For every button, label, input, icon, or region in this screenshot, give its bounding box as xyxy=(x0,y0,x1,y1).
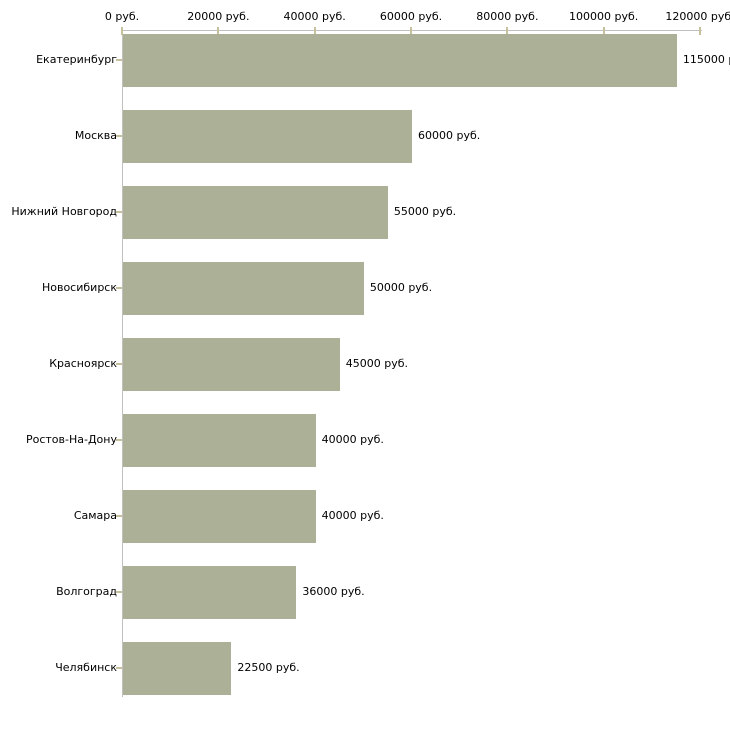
category-label: Москва xyxy=(74,129,117,142)
y-axis-tick-mark xyxy=(116,439,122,441)
x-axis-tick-mark xyxy=(602,27,605,35)
x-axis-tick-mark xyxy=(217,27,220,35)
bar xyxy=(123,33,677,87)
x-axis-tick-mark xyxy=(699,27,701,35)
y-axis-tick-mark xyxy=(116,363,122,365)
category-label: Екатеринбург xyxy=(36,53,117,66)
x-axis-tick-mark xyxy=(121,27,123,35)
category-label: Красноярск xyxy=(49,357,117,370)
x-axis-tick-label: 80000 руб. xyxy=(476,10,539,23)
category-label: Новосибирск xyxy=(41,281,117,294)
y-axis-line xyxy=(122,30,123,697)
y-axis-tick-mark xyxy=(116,591,122,593)
bar xyxy=(123,489,316,543)
bar xyxy=(123,337,340,391)
category-label: Челябинск xyxy=(55,661,117,674)
value-label: 22500 руб. xyxy=(237,661,300,674)
y-axis-tick-mark xyxy=(116,287,122,289)
bar xyxy=(123,413,316,467)
y-axis-tick-mark xyxy=(116,515,122,517)
bar xyxy=(123,185,388,239)
x-axis-tick-mark xyxy=(410,27,412,35)
x-axis-tick-mark xyxy=(313,27,316,35)
y-axis-tick-mark xyxy=(116,667,122,669)
bar xyxy=(123,109,412,163)
category-label: Волгоград xyxy=(56,585,117,598)
category-label: Нижний Новгород xyxy=(11,205,117,218)
category-label: Самара xyxy=(73,509,117,522)
bar xyxy=(123,565,297,619)
value-label: 55000 руб. xyxy=(393,205,457,218)
x-axis-tick-label: 0 руб. xyxy=(104,10,140,23)
x-axis-tick-label: 120000 руб. xyxy=(665,10,730,23)
x-axis-tick-label: 100000 руб. xyxy=(569,10,639,23)
bar xyxy=(123,261,364,315)
y-axis-tick-mark xyxy=(116,211,122,213)
x-axis-line xyxy=(122,30,702,31)
x-axis-tick-label: 20000 руб. xyxy=(187,10,250,23)
y-axis-tick-mark xyxy=(116,59,122,61)
x-axis-tick-label: 60000 руб. xyxy=(379,10,443,23)
bar xyxy=(123,641,232,695)
value-label: 40000 руб. xyxy=(321,509,384,522)
value-label: 60000 руб. xyxy=(418,129,481,142)
value-label: 50000 руб. xyxy=(369,281,433,294)
value-label: 40000 руб. xyxy=(321,433,384,446)
value-label: 36000 руб. xyxy=(302,585,365,598)
value-label: 45000 руб. xyxy=(345,357,409,370)
x-axis-tick-label: 40000 руб. xyxy=(283,10,346,23)
x-axis-tick-mark xyxy=(506,27,509,35)
value-label: 115000 руб. xyxy=(682,53,730,66)
category-label: Ростов-На-Дону xyxy=(25,433,117,446)
y-axis-tick-mark xyxy=(116,135,122,137)
